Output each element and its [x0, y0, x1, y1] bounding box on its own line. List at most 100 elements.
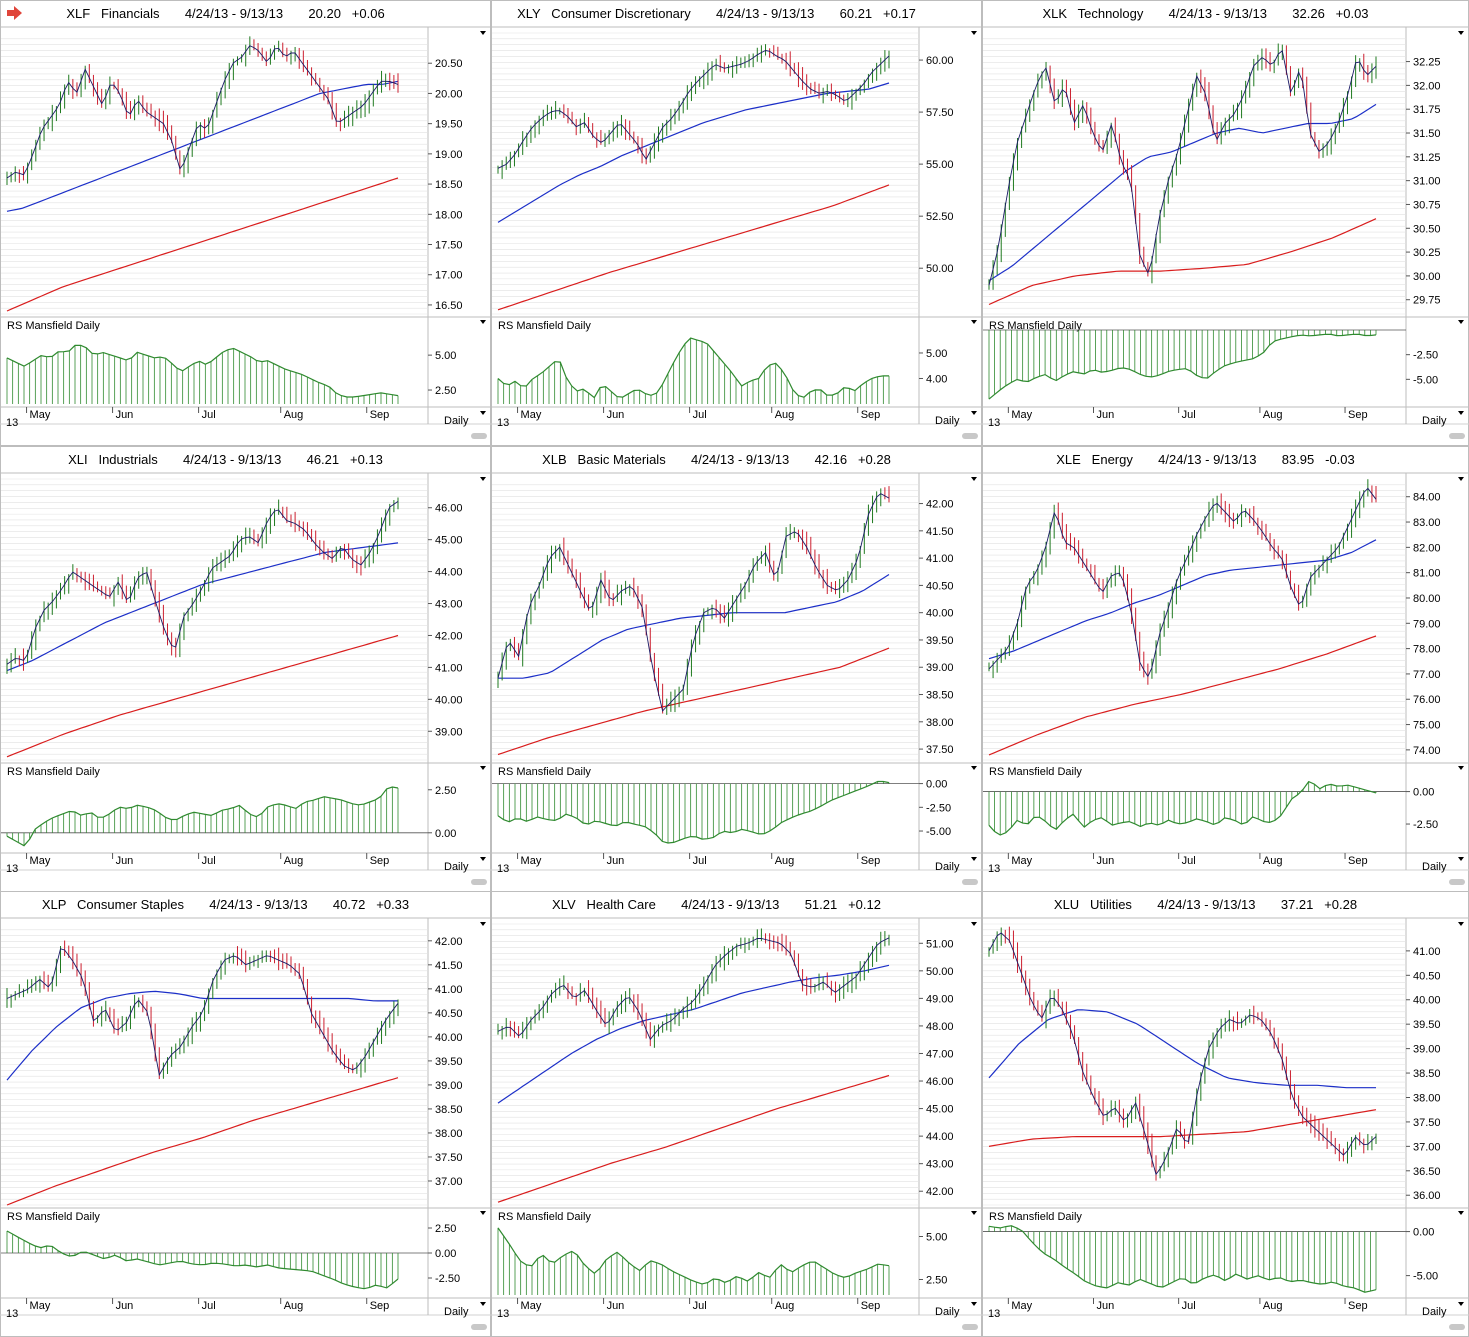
month-label: Sep [370, 409, 390, 421]
y-tick-label: 31.75 [1413, 104, 1441, 116]
rs-y-tick-label: 4.00 [926, 373, 947, 385]
month-label: May [521, 1300, 542, 1312]
scroll-pill-icon[interactable] [1449, 433, 1465, 439]
ma-long-line [497, 184, 890, 311]
month-label: Sep [861, 855, 881, 867]
rs-line [988, 780, 1377, 836]
price-line [497, 937, 890, 1041]
scroll-pill-icon[interactable] [962, 433, 978, 439]
rs-y-tick-label: 0.00 [1413, 787, 1434, 799]
rs-label: RS Mansfield Daily [7, 320, 100, 332]
month-label: May [521, 409, 542, 421]
scroll-pill-icon[interactable] [471, 433, 487, 439]
last-price: 32.26 [1267, 6, 1325, 21]
month-label: Aug [775, 855, 795, 867]
scroll-pill-icon[interactable] [1449, 879, 1465, 885]
chart-panel-xlb[interactable]: XLB Basic Materials 4/24/13 - 9/13/13 42… [491, 446, 982, 892]
triangle-down-icon[interactable] [480, 766, 486, 770]
y-tick-label: 17.50 [435, 240, 463, 252]
y-tick-label: 50.00 [926, 966, 954, 978]
triangle-down-icon[interactable] [480, 31, 486, 35]
price-change: +0.17 [872, 6, 916, 21]
triangle-down-icon[interactable] [480, 1302, 486, 1306]
triangle-down-icon[interactable] [1458, 411, 1464, 415]
panel-frame [0, 446, 491, 892]
rs-line [497, 1227, 890, 1285]
rs-y-tick-label: -2.50 [1413, 819, 1438, 831]
chart-panel-xlk[interactable]: XLK Technology 4/24/13 - 9/13/13 32.26 +… [982, 0, 1469, 446]
triangle-down-icon[interactable] [971, 922, 977, 926]
y-tick-label: 41.50 [926, 526, 954, 538]
triangle-down-icon[interactable] [1458, 1211, 1464, 1215]
triangle-down-icon[interactable] [480, 411, 486, 415]
triangle-down-icon[interactable] [971, 477, 977, 481]
rs-label: RS Mansfield Daily [989, 320, 1082, 332]
price-change: +0.28 [1313, 897, 1357, 912]
triangle-down-icon[interactable] [1458, 320, 1464, 324]
y-tick-label: 52.50 [926, 211, 954, 223]
triangle-down-icon[interactable] [480, 857, 486, 861]
triangle-down-icon[interactable] [1458, 922, 1464, 926]
triangle-down-icon[interactable] [1458, 31, 1464, 35]
triangle-down-icon[interactable] [480, 1211, 486, 1215]
price-line [6, 45, 399, 179]
rs-label: RS Mansfield Daily [7, 766, 100, 778]
chart-panel-xly[interactable]: XLY Consumer Discretionary 4/24/13 - 9/1… [491, 0, 982, 446]
chart-panel-xlv[interactable]: XLV Health Care 4/24/13 - 9/13/13 51.21 … [491, 891, 982, 1337]
triangle-down-icon[interactable] [971, 411, 977, 415]
period-label: Daily [444, 861, 469, 873]
y-tick-label: 31.25 [1413, 152, 1441, 164]
y-tick-label: 38.50 [435, 1104, 463, 1116]
y-tick-label: 40.50 [926, 580, 954, 592]
month-label: Jun [1096, 1300, 1114, 1312]
triangle-down-icon[interactable] [1458, 766, 1464, 770]
y-tick-label: 31.50 [1413, 128, 1441, 140]
scroll-pill-icon[interactable] [962, 1324, 978, 1330]
year-label: 13 [6, 417, 18, 429]
month-label: Aug [1263, 855, 1283, 867]
triangle-down-icon[interactable] [971, 1211, 977, 1215]
y-tick-label: 30.00 [1413, 271, 1441, 283]
ma-short-line [6, 990, 398, 1081]
panel-frame [982, 891, 1469, 1337]
chart-panel-xlf[interactable]: XLF Financials 4/24/13 - 9/13/13 20.20 +… [0, 0, 491, 446]
triangle-down-icon[interactable] [480, 320, 486, 324]
scroll-pill-icon[interactable] [471, 879, 487, 885]
ticker-symbol: XLP [42, 897, 66, 912]
panel-frame [0, 0, 491, 446]
triangle-down-icon[interactable] [1458, 1302, 1464, 1306]
scroll-pill-icon[interactable] [1449, 1324, 1465, 1330]
y-tick-label: 32.25 [1413, 57, 1441, 69]
scroll-pill-icon[interactable] [962, 879, 978, 885]
y-tick-label: 40.50 [435, 1008, 463, 1020]
triangle-down-icon[interactable] [480, 922, 486, 926]
chart-panel-xlp[interactable]: XLP Consumer Staples 4/24/13 - 9/13/13 4… [0, 891, 491, 1337]
y-tick-label: 76.00 [1413, 694, 1441, 706]
red-arrow-icon[interactable] [7, 6, 22, 20]
chart-panel-xle[interactable]: XLE Energy 4/24/13 - 9/13/13 83.95 -0.03… [982, 446, 1469, 892]
price-line [497, 50, 890, 169]
chart-title: XLU Utilities 4/24/13 - 9/13/13 37.21 +0… [1054, 897, 1357, 912]
triangle-down-icon[interactable] [971, 320, 977, 324]
y-tick-label: 39.50 [926, 635, 954, 647]
triangle-down-icon[interactable] [971, 857, 977, 861]
triangle-down-icon[interactable] [480, 477, 486, 481]
month-label: May [30, 1300, 51, 1312]
y-tick-label: 38.50 [926, 690, 954, 702]
triangle-down-icon[interactable] [971, 31, 977, 35]
month-label: May [521, 855, 542, 867]
y-tick-label: 19.50 [435, 119, 463, 131]
triangle-down-icon[interactable] [1458, 857, 1464, 861]
y-tick-label: 41.00 [435, 662, 463, 674]
triangle-down-icon[interactable] [971, 766, 977, 770]
ma-long-line [6, 634, 399, 758]
period-label: Daily [444, 1306, 469, 1318]
triangle-down-icon[interactable] [1458, 477, 1464, 481]
chart-panel-xlu[interactable]: XLU Utilities 4/24/13 - 9/13/13 37.21 +0… [982, 891, 1469, 1337]
triangle-down-icon[interactable] [971, 1302, 977, 1306]
rs-label: RS Mansfield Daily [498, 1211, 591, 1223]
chart-panel-xli[interactable]: XLI Industrials 4/24/13 - 9/13/13 46.21 … [0, 446, 491, 892]
rs-y-tick-label: -5.00 [1413, 374, 1438, 386]
scroll-pill-icon[interactable] [471, 1324, 487, 1330]
